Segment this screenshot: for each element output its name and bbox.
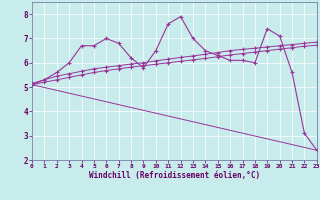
X-axis label: Windchill (Refroidissement éolien,°C): Windchill (Refroidissement éolien,°C) [89,171,260,180]
